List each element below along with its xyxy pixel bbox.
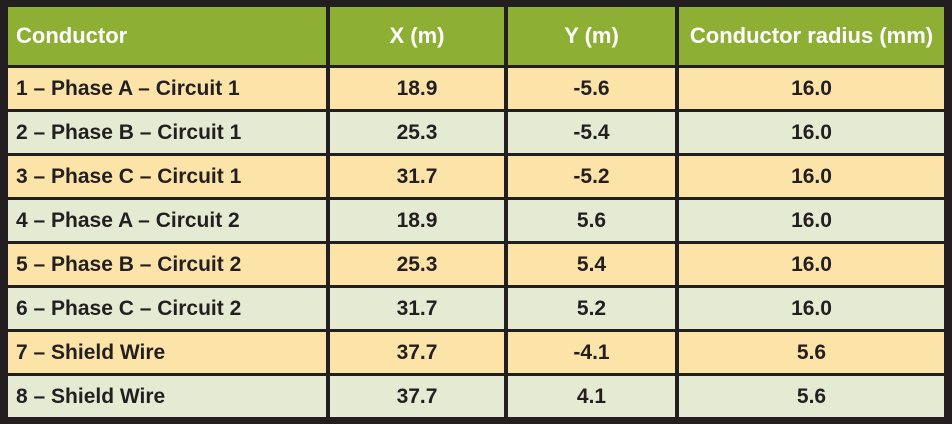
header-conductor-radius: Conductor radius (mm) [679, 7, 944, 65]
cell-x: 31.7 [330, 288, 504, 329]
cell-x: 31.7 [330, 156, 504, 197]
cell-conductor: 2 – Phase B – Circuit 1 [8, 112, 326, 153]
cell-radius: 16.0 [679, 156, 944, 197]
table-row: 1 – Phase A – Circuit 1 18.9 -5.6 16.0 [8, 68, 944, 109]
cell-y: -5.6 [508, 68, 675, 109]
cell-x: 25.3 [330, 244, 504, 285]
header-y: Y (m) [508, 7, 675, 65]
cell-conductor: 5 – Phase B – Circuit 2 [8, 244, 326, 285]
conductor-table: Conductor X (m) Y (m) Conductor radius (… [4, 4, 948, 420]
table-row: 3 – Phase C – Circuit 1 31.7 -5.2 16.0 [8, 156, 944, 197]
cell-x: 25.3 [330, 112, 504, 153]
cell-y: -5.2 [508, 156, 675, 197]
table-header-row: Conductor X (m) Y (m) Conductor radius (… [8, 7, 944, 65]
cell-y: 5.4 [508, 244, 675, 285]
cell-radius: 5.6 [679, 376, 944, 417]
table-row: 4 – Phase A – Circuit 2 18.9 5.6 16.0 [8, 200, 944, 241]
cell-radius: 16.0 [679, 68, 944, 109]
cell-x: 18.9 [330, 68, 504, 109]
cell-y: 4.1 [508, 376, 675, 417]
cell-radius: 16.0 [679, 288, 944, 329]
cell-conductor: 6 – Phase C – Circuit 2 [8, 288, 326, 329]
cell-y: 5.2 [508, 288, 675, 329]
cell-conductor: 8 – Shield Wire [8, 376, 326, 417]
cell-y: 5.6 [508, 200, 675, 241]
cell-x: 37.7 [330, 376, 504, 417]
header-conductor: Conductor [8, 7, 326, 65]
cell-radius: 16.0 [679, 244, 944, 285]
cell-radius: 16.0 [679, 200, 944, 241]
cell-conductor: 1 – Phase A – Circuit 1 [8, 68, 326, 109]
cell-radius: 16.0 [679, 112, 944, 153]
cell-conductor: 7 – Shield Wire [8, 332, 326, 373]
table-row: 2 – Phase B – Circuit 1 25.3 -5.4 16.0 [8, 112, 944, 153]
cell-conductor: 3 – Phase C – Circuit 1 [8, 156, 326, 197]
cell-x: 18.9 [330, 200, 504, 241]
header-x: X (m) [330, 7, 504, 65]
table-row: 6 – Phase C – Circuit 2 31.7 5.2 16.0 [8, 288, 944, 329]
table-row: 8 – Shield Wire 37.7 4.1 5.6 [8, 376, 944, 417]
table-row: 5 – Phase B – Circuit 2 25.3 5.4 16.0 [8, 244, 944, 285]
cell-radius: 5.6 [679, 332, 944, 373]
cell-y: -4.1 [508, 332, 675, 373]
table-row: 7 – Shield Wire 37.7 -4.1 5.6 [8, 332, 944, 373]
cell-y: -5.4 [508, 112, 675, 153]
cell-conductor: 4 – Phase A – Circuit 2 [8, 200, 326, 241]
cell-x: 37.7 [330, 332, 504, 373]
